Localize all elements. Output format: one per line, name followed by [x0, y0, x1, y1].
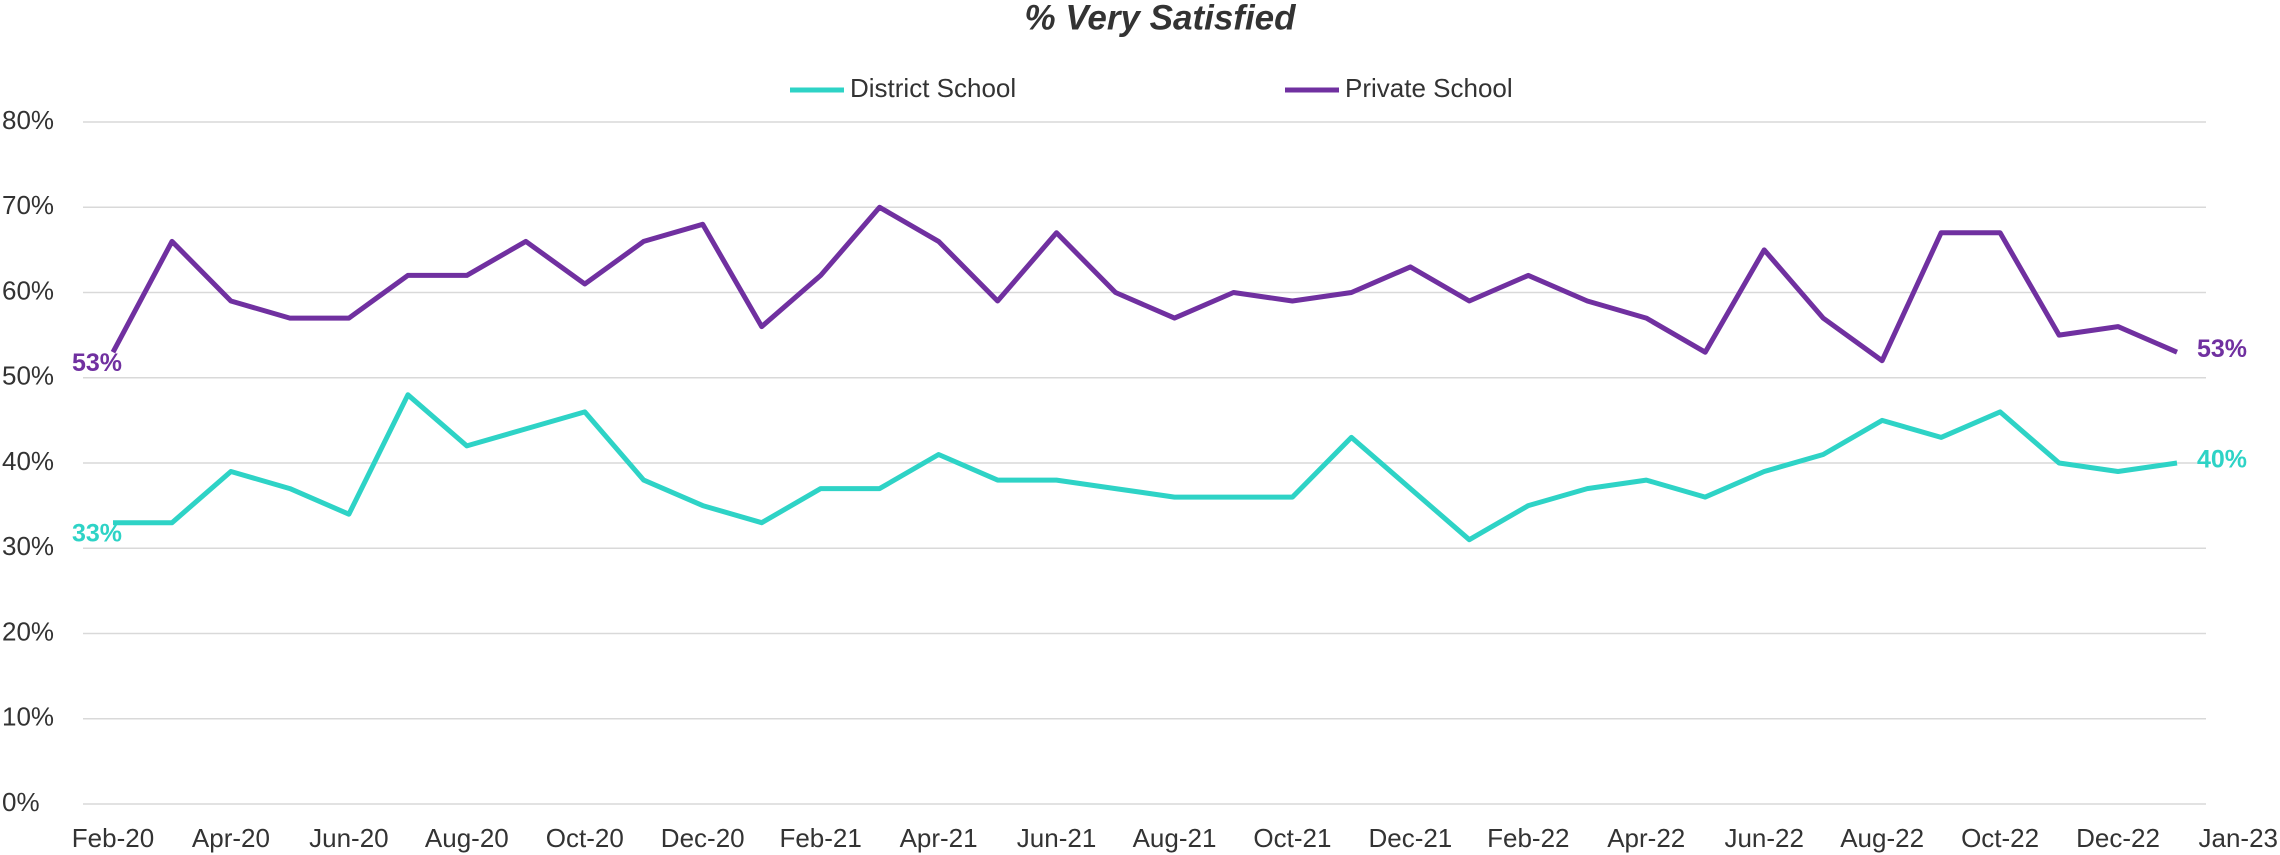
- y-tick-label: 0%: [2, 787, 40, 817]
- x-tick-label: Jun-20: [309, 823, 389, 853]
- legend-label: Private School: [1345, 73, 1513, 103]
- x-tick-label: Oct-21: [1253, 823, 1331, 853]
- legend-label: District School: [850, 73, 1016, 103]
- y-tick-label: 80%: [2, 105, 54, 135]
- y-tick-label: 20%: [2, 616, 54, 646]
- y-tick-label: 60%: [2, 275, 54, 305]
- x-tick-label: Feb-20: [72, 823, 154, 853]
- x-tick-label: Aug-21: [1133, 823, 1217, 853]
- x-tick-label: Feb-22: [1487, 823, 1569, 853]
- x-tick-label: Dec-22: [2076, 823, 2160, 853]
- x-tick-label: Dec-21: [1368, 823, 1452, 853]
- data-label: 53%: [2197, 335, 2247, 363]
- y-tick-label: 10%: [2, 702, 54, 732]
- x-tick-label: Apr-22: [1607, 823, 1685, 853]
- x-tick-label: Jun-21: [1017, 823, 1097, 853]
- x-tick-label: Aug-20: [425, 823, 509, 853]
- data-label: 53%: [72, 349, 122, 377]
- y-tick-label: 30%: [2, 531, 54, 561]
- series-line: [113, 392, 2178, 543]
- x-tick-label: Oct-20: [546, 823, 624, 853]
- x-tick-label: Jan-23: [2199, 823, 2279, 853]
- chart-title: % Very Satisfied: [1024, 0, 1296, 37]
- y-tick-label: 70%: [2, 190, 54, 220]
- data-label: 33%: [72, 519, 122, 547]
- y-tick-label: 40%: [2, 446, 54, 476]
- x-tick-label: Dec-20: [661, 823, 745, 853]
- x-tick-label: Oct-22: [1961, 823, 2039, 853]
- y-tick-label: 50%: [2, 361, 54, 391]
- x-tick-label: Aug-22: [1840, 823, 1924, 853]
- data-label: 40%: [2197, 446, 2247, 474]
- x-tick-label: Jun-22: [1724, 823, 1804, 853]
- x-tick-label: Feb-21: [779, 823, 861, 853]
- x-tick-label: Apr-21: [900, 823, 978, 853]
- x-tick-label: Apr-20: [192, 823, 270, 853]
- series-line: [110, 204, 2178, 364]
